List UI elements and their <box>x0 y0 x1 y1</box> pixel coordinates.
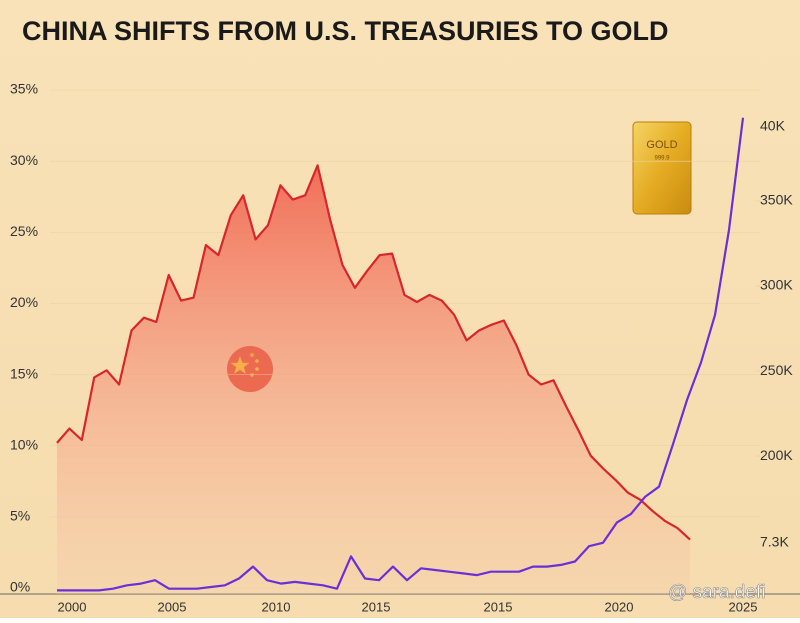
gold-bar <box>632 121 692 215</box>
y-tick-label: 25% <box>10 223 38 239</box>
y-tick-label: 20% <box>10 294 38 310</box>
y-tick-label: 0% <box>10 579 30 595</box>
gold-bar-label: GOLD <box>646 139 677 151</box>
x-tick-label: 2015 <box>484 599 513 614</box>
x-tick-label: 2000 <box>58 599 87 614</box>
x-tick-label: 2025 <box>729 599 758 614</box>
watermark: @ sara.defi <box>668 582 765 603</box>
y-tick-label: 35% <box>10 81 38 97</box>
series-line <box>56 164 691 541</box>
y2-tick-label: 300K <box>760 277 793 293</box>
gold-bar-icon: GOLD 999.9 <box>632 121 692 215</box>
chart-title: CHINA SHIFTS FROM U.S. TREASURIES TO GOL… <box>22 16 669 46</box>
y2-tick-label: 350K <box>760 192 793 208</box>
y-tick-label: 10% <box>10 436 38 452</box>
series-line <box>57 117 745 592</box>
y-tick-label: 5% <box>10 508 30 524</box>
y-tick-label: 30% <box>10 152 38 168</box>
gold-bar-purity: 999.9 <box>654 156 670 162</box>
x-tick-label: 2015 <box>362 599 391 614</box>
y2-tick-label: 200K <box>760 447 793 463</box>
x-tick-label: 2020 <box>605 599 634 614</box>
y2-tick-label: 250K <box>760 362 793 378</box>
y2-tick-label: 40K <box>760 118 786 134</box>
y2-tick-label: 7.3K <box>760 534 789 550</box>
x-tick-label: 2005 <box>158 599 187 614</box>
x-tick-label: 2010 <box>262 599 291 614</box>
y-tick-label: 15% <box>10 365 38 381</box>
series-area <box>57 165 690 594</box>
